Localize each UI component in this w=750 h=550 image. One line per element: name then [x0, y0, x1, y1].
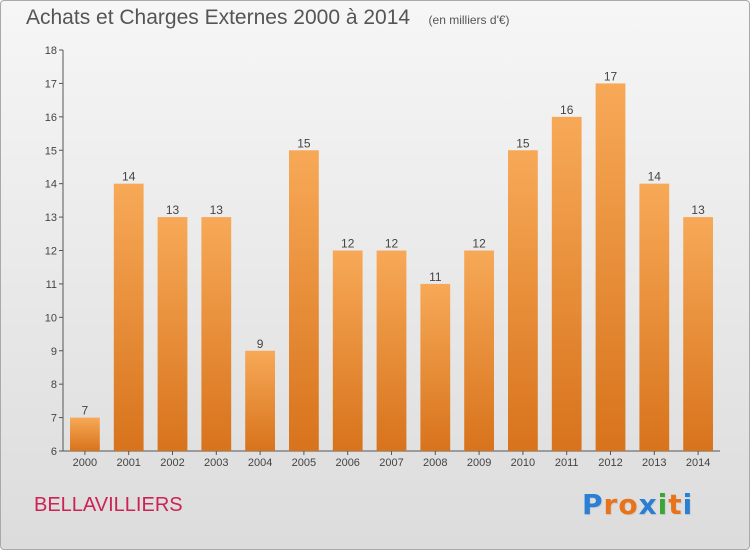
- bar-2012: [595, 83, 626, 452]
- y-tick-label: 18: [45, 45, 57, 57]
- y-tick-label: 10: [45, 312, 57, 324]
- logo-letter: x: [638, 488, 658, 521]
- y-tick-label: 13: [45, 212, 57, 224]
- y-tick-label: 17: [45, 78, 57, 90]
- y-tick-label: 12: [45, 246, 57, 258]
- bar-2007: [376, 250, 407, 451]
- bar-2006: [332, 250, 363, 451]
- value-label-2010: 15: [516, 136, 530, 150]
- x-tick-label-2012: 2012: [598, 457, 622, 469]
- y-tick-label: 15: [45, 145, 57, 157]
- proxiti-logo[interactable]: Proxiti: [582, 488, 693, 521]
- x-tick-label-2001: 2001: [116, 457, 140, 469]
- logo-letter: o: [618, 488, 639, 521]
- y-tick-label: 8: [51, 379, 57, 391]
- bar-2011: [551, 116, 582, 451]
- bar-2002: [157, 217, 188, 451]
- chart-unit: (en milliers d'€): [428, 13, 510, 27]
- y-tick-label: 14: [45, 179, 57, 191]
- bars: [70, 83, 713, 452]
- value-labels: 7 14 13 13 9 15 12 12 11 12 15 16 17 14 13: [82, 69, 706, 417]
- value-label-2013: 14: [648, 170, 662, 184]
- value-label-2006: 12: [341, 237, 355, 251]
- value-label-2008: 11: [429, 270, 442, 284]
- bar-2001: [113, 183, 144, 451]
- chart-title: Achats et Charges Externes 2000 à 2014: [26, 6, 411, 29]
- place-name: BELLAVILLIERS: [34, 494, 183, 516]
- x-tick-label-2000: 2000: [73, 457, 97, 469]
- bar-2008: [420, 283, 451, 451]
- logo-letter: P: [582, 488, 604, 521]
- title-row: Achats et Charges Externes 2000 à 2014 (…: [26, 6, 510, 30]
- bar-2004: [245, 350, 275, 451]
- x-tick-label-2006: 2006: [335, 457, 359, 469]
- value-label-2009: 12: [472, 237, 486, 251]
- value-label-2002: 13: [166, 203, 180, 217]
- x-tick-label-2013: 2013: [642, 457, 666, 469]
- value-label-2011: 16: [560, 103, 574, 117]
- bar-2009: [464, 250, 494, 451]
- value-label-2001: 14: [122, 170, 136, 184]
- bar-2000: [70, 417, 100, 451]
- value-label-2003: 13: [210, 203, 224, 217]
- value-label-2004: 9: [257, 337, 264, 351]
- bar-2014: [683, 217, 713, 451]
- x-tick-label-2003: 2003: [204, 457, 228, 469]
- logo-letter: i: [657, 488, 669, 521]
- y-tick-label: 7: [51, 413, 57, 425]
- value-label-2005: 15: [297, 136, 311, 150]
- value-label-2000: 7: [82, 404, 89, 418]
- x-axis: 2000 2001 2002 2003 2004 2005 2006 2007 2008 2009…: [63, 450, 720, 469]
- value-label-2012: 17: [604, 69, 618, 83]
- y-tick-label: 9: [51, 346, 57, 358]
- y-tick-label: 16: [45, 112, 57, 124]
- bar-2005: [289, 150, 319, 451]
- x-tick-label-2010: 2010: [511, 457, 535, 469]
- x-tick-label-2009: 2009: [467, 457, 491, 469]
- x-tick-label-2011: 2011: [555, 457, 579, 469]
- x-tick-label-2008: 2008: [423, 457, 447, 469]
- x-tick-label-2014: 2014: [686, 457, 710, 469]
- bar-2003: [201, 217, 232, 451]
- x-tick-label-2004: 2004: [248, 457, 272, 469]
- y-tick-label: 11: [46, 279, 57, 291]
- logo-letter: i: [682, 488, 694, 521]
- value-label-2014: 13: [691, 203, 705, 217]
- x-tick-label-2002: 2002: [160, 457, 184, 469]
- x-tick-label-2005: 2005: [292, 457, 316, 469]
- y-axis: 6 7 8 9 10 11 12 13 14 15 16 17 18: [45, 45, 64, 458]
- x-tick-label-2007: 2007: [379, 457, 403, 469]
- bar-2013: [639, 183, 670, 451]
- logo-letter: r: [603, 488, 619, 521]
- bar-2010: [508, 150, 538, 451]
- y-tick-label: 6: [51, 446, 57, 458]
- logo-letter: t: [668, 488, 683, 521]
- value-label-2007: 12: [385, 237, 399, 251]
